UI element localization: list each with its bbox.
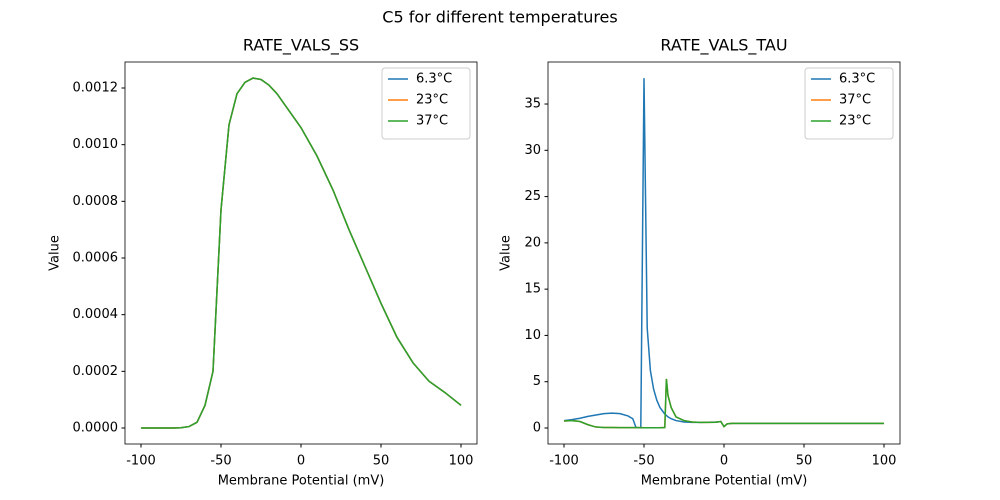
y-tick-label: 0.0008 [73,194,119,209]
y-tick-label: 10 [524,328,541,343]
legend-label: 23°C [839,114,871,129]
series-line [563,378,884,429]
x-tick-label: 100 [449,454,474,469]
y-tick-label: 0.0012 [73,81,119,96]
y-tick-label: 15 [524,282,541,297]
x-tick-label: -50 [633,454,654,469]
y-axis-label: Value [499,235,514,271]
x-tick-label: 100 [872,454,897,469]
x-tick-label: 0 [297,454,305,469]
y-tick-label: 0 [533,420,541,435]
x-tick-label: 50 [373,454,390,469]
legend-label: 37°C [416,114,448,129]
figure-title: C5 for different temperatures [382,8,617,27]
x-tick-label: -50 [210,454,231,469]
y-tick-label: 0.0010 [73,137,119,152]
x-tick-label: -100 [126,454,156,469]
y-tick-label: 0.0006 [73,251,119,266]
y-tick-label: 30 [524,143,541,158]
legend-label: 23°C [416,93,448,108]
legend-label: 6.3°C [416,72,452,87]
y-axis-label: Value [48,235,63,271]
legend-label: 6.3°C [839,72,875,87]
y-tick-label: 5 [533,374,541,389]
series-line [563,378,884,429]
y-tick-label: 0.0000 [73,420,119,435]
x-tick-label: 0 [720,454,728,469]
x-tick-label: 50 [796,454,813,469]
y-tick-label: 35 [524,97,541,112]
axes-frame [547,61,901,445]
x-tick-label: -100 [549,454,579,469]
axes-title: RATE_VALS_SS [243,36,359,56]
y-tick-label: 25 [524,189,541,204]
series-line [141,77,462,429]
x-axis-label: Membrane Potential (mV) [218,474,385,489]
axes-title: RATE_VALS_TAU [660,36,787,56]
y-tick-label: 0.0002 [73,364,119,379]
y-tick-label: 20 [524,235,541,250]
legend-label: 37°C [839,93,871,108]
axes-frame [124,61,478,445]
x-axis-label: Membrane Potential (mV) [641,474,808,489]
y-tick-label: 0.0004 [73,307,119,322]
